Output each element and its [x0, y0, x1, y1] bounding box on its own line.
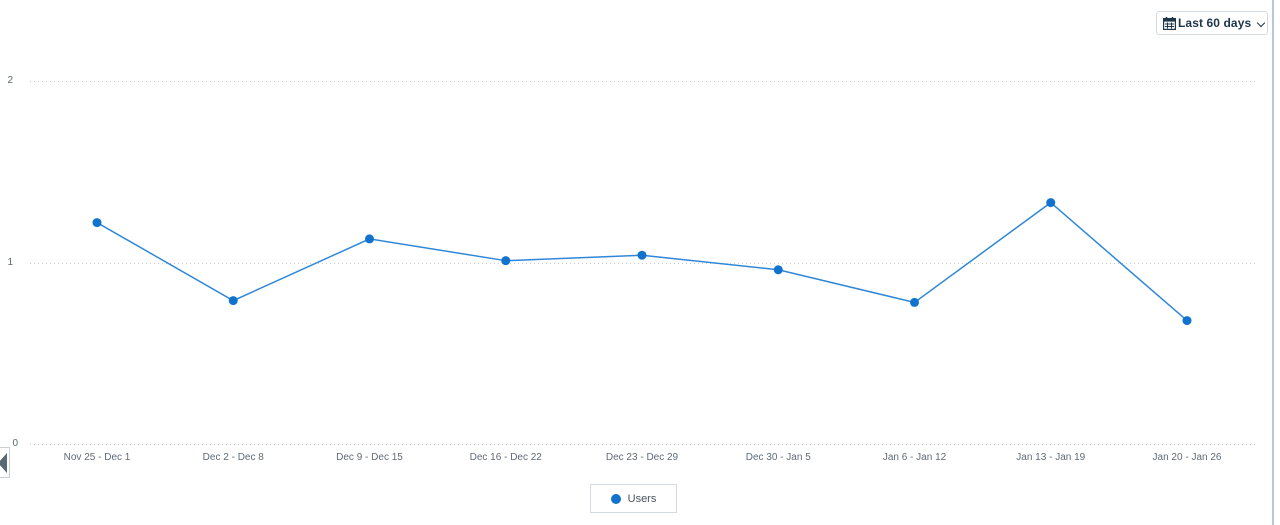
scroll-left-button[interactable] — [0, 447, 10, 478]
data-point[interactable] — [92, 218, 102, 228]
calendar-icon — [1163, 16, 1176, 30]
x-axis-tick-label: Jan 13 - Jan 19 — [1016, 452, 1086, 463]
x-axis-tick-label: Dec 2 - Dec 8 — [202, 452, 264, 463]
y-axis-tick-label: 1 — [7, 256, 13, 268]
legend-item-users[interactable]: Users — [590, 484, 677, 513]
data-point[interactable] — [773, 265, 783, 275]
legend-marker-icon — [610, 493, 621, 504]
x-axis-line — [30, 444, 1256, 445]
x-axis-tick-label: Dec 30 - Jan 5 — [745, 452, 811, 463]
x-axis-tick-label: Nov 25 - Dec 1 — [63, 452, 131, 463]
series-line — [96, 201, 1188, 322]
x-axis-tick-label: Dec 9 - Dec 15 — [336, 452, 403, 463]
date-range-dropdown[interactable]: Last 60 days — [1156, 11, 1268, 35]
x-axis-tick-label: Dec 16 - Dec 22 — [469, 452, 542, 463]
y-axis-tick-label: 0 — [12, 438, 18, 449]
legend-label-users: Users — [627, 492, 657, 505]
data-point[interactable] — [1182, 316, 1192, 326]
x-axis-tick-label: Jan 6 - Jan 12 — [882, 452, 947, 463]
y-axis-tick-label: 2 — [7, 75, 13, 86]
left-arrow-icon — [0, 452, 7, 473]
gridline — [30, 81, 1256, 82]
x-axis-tick-label: Dec 23 - Dec 29 — [605, 452, 679, 463]
data-point[interactable] — [501, 256, 511, 266]
panel-right-border — [1272, 0, 1274, 525]
data-point[interactable] — [637, 250, 647, 260]
data-point[interactable] — [228, 296, 238, 306]
data-point[interactable] — [910, 297, 919, 307]
data-point[interactable] — [365, 234, 374, 244]
x-axis-tick-label: Jan 20 - Jan 26 — [1152, 452, 1222, 463]
data-point[interactable] — [1046, 198, 1056, 208]
gridline — [30, 262, 1256, 264]
date-range-label: Last 60 days — [1178, 16, 1252, 30]
